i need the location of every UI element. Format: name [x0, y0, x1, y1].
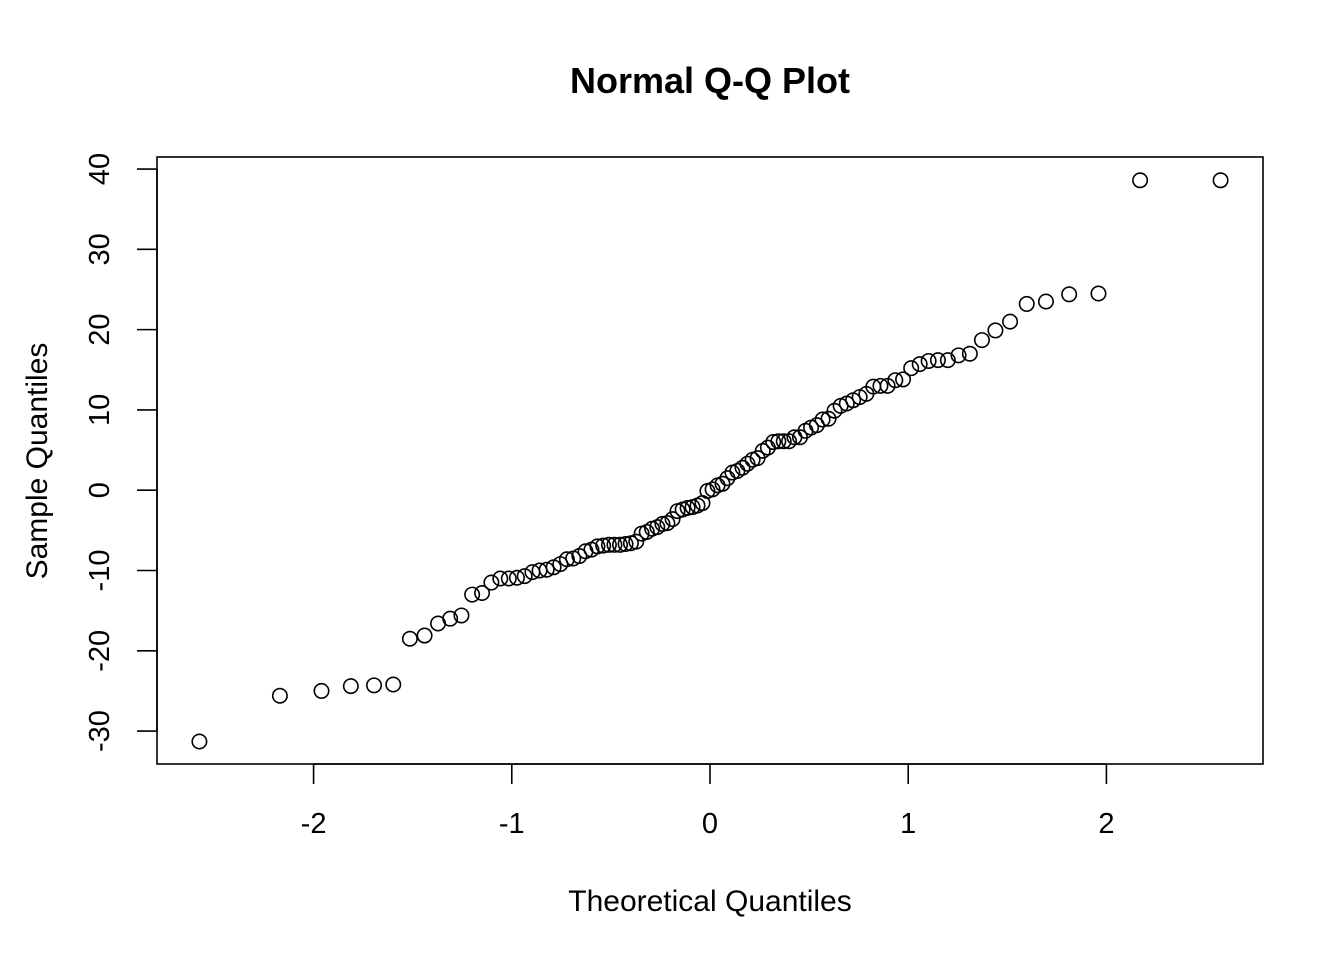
data-point: [453, 607, 470, 624]
chart-title: Normal Q-Q Plot: [570, 60, 850, 101]
data-point: [474, 584, 491, 601]
data-point: [664, 511, 681, 528]
x-axis-label: Theoretical Quantiles: [568, 885, 851, 918]
data-point: [385, 676, 402, 693]
data-points: [191, 172, 1229, 750]
data-point: [342, 678, 359, 695]
x-tick-label: 2: [1098, 808, 1114, 840]
data-point: [1061, 286, 1078, 303]
data-point: [903, 360, 920, 377]
data-point: [595, 537, 612, 554]
data-point: [483, 574, 500, 591]
data-point: [654, 515, 671, 532]
data-point: [464, 586, 481, 603]
data-point: [765, 434, 782, 451]
y-tick-label: -10: [84, 550, 116, 592]
data-point: [820, 410, 837, 427]
y-tick-label: 0: [84, 482, 116, 498]
data-point: [508, 569, 525, 586]
data-point: [911, 356, 928, 373]
data-point: [770, 433, 787, 450]
data-point: [939, 352, 956, 369]
y-axis-label: Sample Quantiles: [21, 343, 54, 580]
y-tick-label: -30: [84, 710, 116, 752]
data-point: [442, 610, 459, 627]
data-point: [606, 536, 623, 553]
data-point: [558, 551, 575, 568]
x-tick-label: -2: [301, 808, 327, 840]
data-point: [714, 475, 731, 492]
data-point: [739, 455, 756, 472]
y-axis: -30 -20 -10 0 10 20 30 40: [84, 153, 158, 752]
y-tick-label: 30: [84, 233, 116, 265]
data-point: [1132, 172, 1149, 189]
data-point: [679, 499, 696, 516]
x-tick-label: 1: [900, 808, 916, 840]
data-point: [775, 433, 792, 450]
data-point: [872, 377, 889, 394]
x-axis: -2 -1 0 1 2: [301, 763, 1114, 840]
data-point: [659, 515, 676, 532]
data-point: [589, 538, 606, 555]
data-point: [516, 568, 533, 585]
y-tick-label: 20: [84, 313, 116, 345]
data-point: [628, 533, 645, 550]
data-point: [1018, 295, 1035, 312]
data-point: [961, 345, 978, 362]
data-point: [734, 459, 751, 476]
plot-frame: [156, 156, 1264, 765]
data-point: [416, 627, 433, 644]
data-point: [313, 682, 330, 699]
data-point: [814, 411, 831, 428]
data-point: [729, 462, 746, 479]
data-point: [950, 347, 967, 364]
data-point: [366, 677, 383, 694]
data-point: [1090, 285, 1107, 302]
x-tick-label: -1: [499, 808, 525, 840]
data-point: [1212, 172, 1229, 189]
data-point: [973, 332, 990, 349]
y-tick-label: 40: [84, 153, 116, 185]
data-point: [401, 630, 418, 647]
data-point: [929, 352, 946, 369]
data-point: [600, 536, 617, 553]
data-point: [612, 536, 629, 553]
data-point: [1037, 293, 1054, 310]
x-tick-label: 0: [702, 808, 718, 840]
data-point: [271, 687, 288, 704]
data-point: [987, 322, 1004, 339]
data-point: [538, 561, 555, 578]
data-point: [704, 481, 721, 498]
data-point: [500, 570, 517, 587]
data-point: [1002, 313, 1019, 330]
data-point: [191, 733, 208, 750]
y-tick-label: -20: [84, 630, 116, 672]
data-point: [887, 372, 904, 389]
data-point: [895, 371, 912, 388]
data-point: [781, 433, 798, 450]
data-point: [492, 570, 509, 587]
data-point: [617, 536, 634, 553]
data-point: [920, 352, 937, 369]
y-tick-label: 10: [84, 394, 116, 426]
